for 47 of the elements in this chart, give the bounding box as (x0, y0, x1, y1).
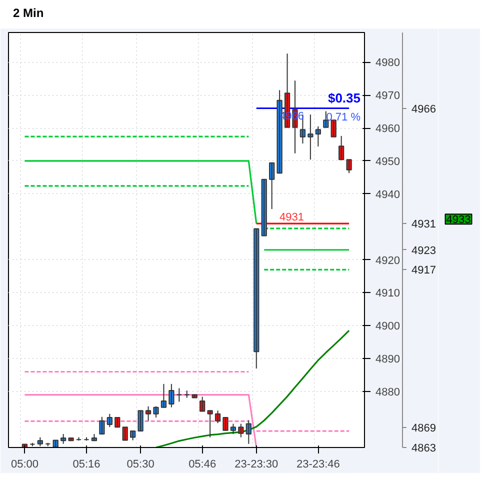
candlestick (184, 390, 190, 398)
candlestick (192, 394, 198, 398)
x-tick-label: 05:16 (72, 458, 100, 470)
y-tick-label: 4880 (376, 386, 400, 399)
candlestick (207, 410, 213, 438)
candlestick (138, 410, 144, 432)
y-tick-label: 4890 (376, 354, 400, 366)
candlestick (346, 159, 352, 174)
candlestick (122, 426, 128, 441)
candlestick (238, 423, 244, 438)
candlestick (68, 437, 74, 442)
y2-tick-label: 4923 (412, 244, 436, 257)
candlestick (330, 120, 336, 138)
x-tick-label: 05:46 (188, 458, 216, 470)
line-series (155, 330, 350, 448)
candlestick (84, 436, 90, 442)
y2-tick-label: 4966 (412, 103, 436, 116)
annotation: $0.35 (328, 90, 361, 106)
annotation: 4931 (280, 212, 304, 224)
y-tick-label: 4940 (376, 188, 400, 201)
candlestick (176, 388, 182, 402)
y2-tick-label: 4917 (412, 264, 436, 277)
candlestick (45, 442, 51, 447)
y2-tick-label: 4931 (412, 218, 436, 231)
y-tick-label: 4900 (376, 320, 400, 333)
x-tick-label: 05:00 (10, 458, 38, 470)
annotation: 0.71 % (326, 111, 361, 124)
x-tick-label: 23-23:46 (296, 458, 340, 470)
y2-tick-label: 4863 (412, 442, 436, 454)
x-tick-label: 23-23:30 (234, 458, 278, 470)
y-tick-label: 4960 (376, 123, 400, 136)
chart-title: 2 Min (13, 5, 44, 22)
candlestick (222, 417, 228, 431)
y2-tick-label: 4869 (412, 422, 436, 435)
annotation: 4966 (280, 110, 304, 122)
candlestick (52, 440, 58, 448)
candlestick (30, 442, 36, 447)
text: 4933 (446, 214, 471, 226)
candlestick (76, 436, 82, 442)
candlestick (261, 178, 267, 236)
candlestick (114, 417, 120, 428)
y-tick-label: 4970 (376, 90, 400, 102)
y-tick-label: 4920 (376, 254, 400, 267)
y-tick-label: 4950 (376, 156, 400, 168)
y-tick-label: 4910 (376, 288, 400, 300)
x-tick-label: 05:30 (126, 458, 154, 470)
y-tick-label: 4980 (376, 57, 400, 70)
